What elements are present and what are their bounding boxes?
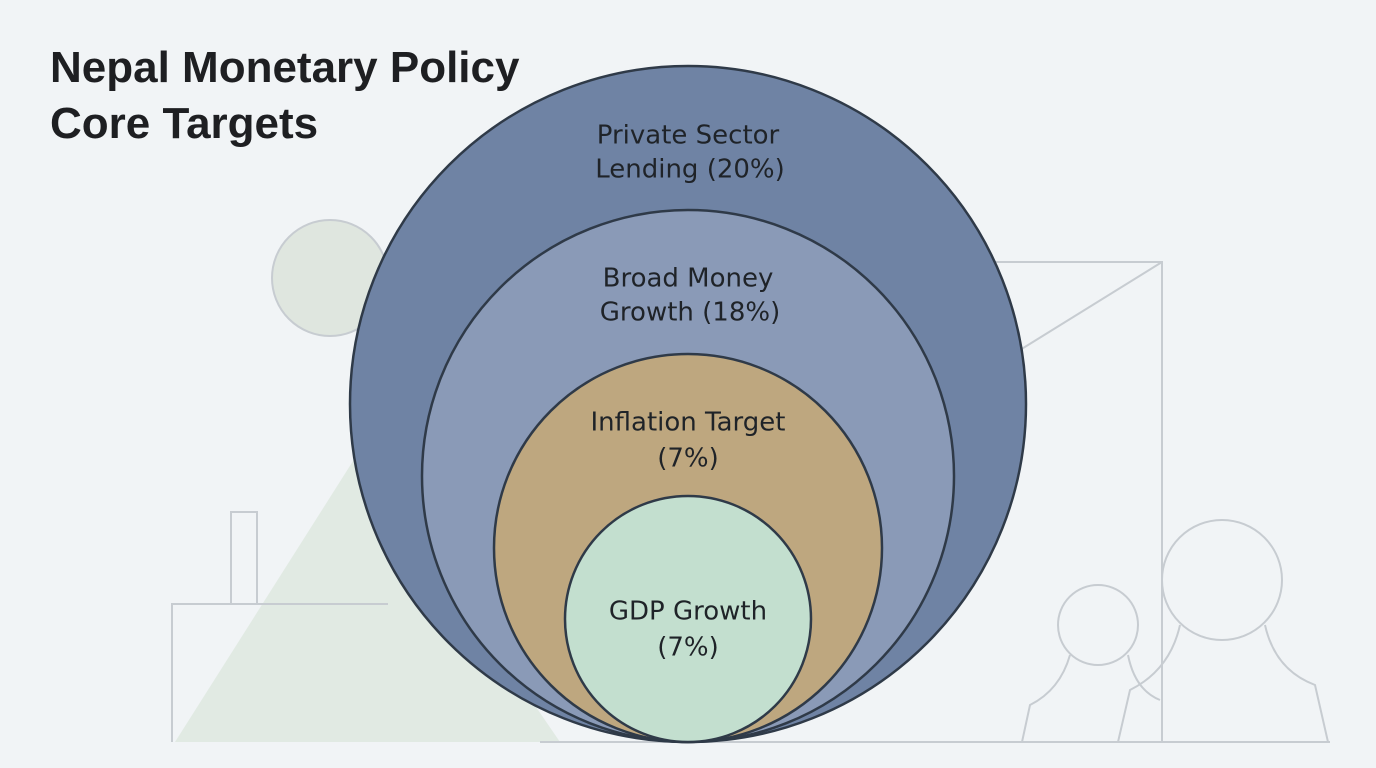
node-label: (7%) bbox=[657, 633, 719, 663]
title-line: Core Targets bbox=[50, 99, 318, 148]
node-label: (7%) bbox=[657, 444, 719, 474]
title: Nepal Monetary Policy Core Targets bbox=[50, 43, 520, 148]
title-line: Nepal Monetary Policy bbox=[50, 43, 520, 92]
node-label: Broad Money bbox=[603, 264, 774, 294]
node-label: Lending (20%) bbox=[595, 155, 785, 185]
node-label: Private Sector bbox=[597, 121, 780, 151]
node-label: Growth (18%) bbox=[600, 298, 780, 328]
node-label: Inflation Target bbox=[591, 408, 786, 438]
node-label: GDP Growth bbox=[609, 597, 767, 627]
background-art bbox=[171, 219, 1330, 743]
labels: Private Sector Lending (20%) Broad Money… bbox=[591, 121, 786, 663]
nested-circles bbox=[348, 64, 1028, 744]
circle-gdp bbox=[563, 494, 813, 744]
